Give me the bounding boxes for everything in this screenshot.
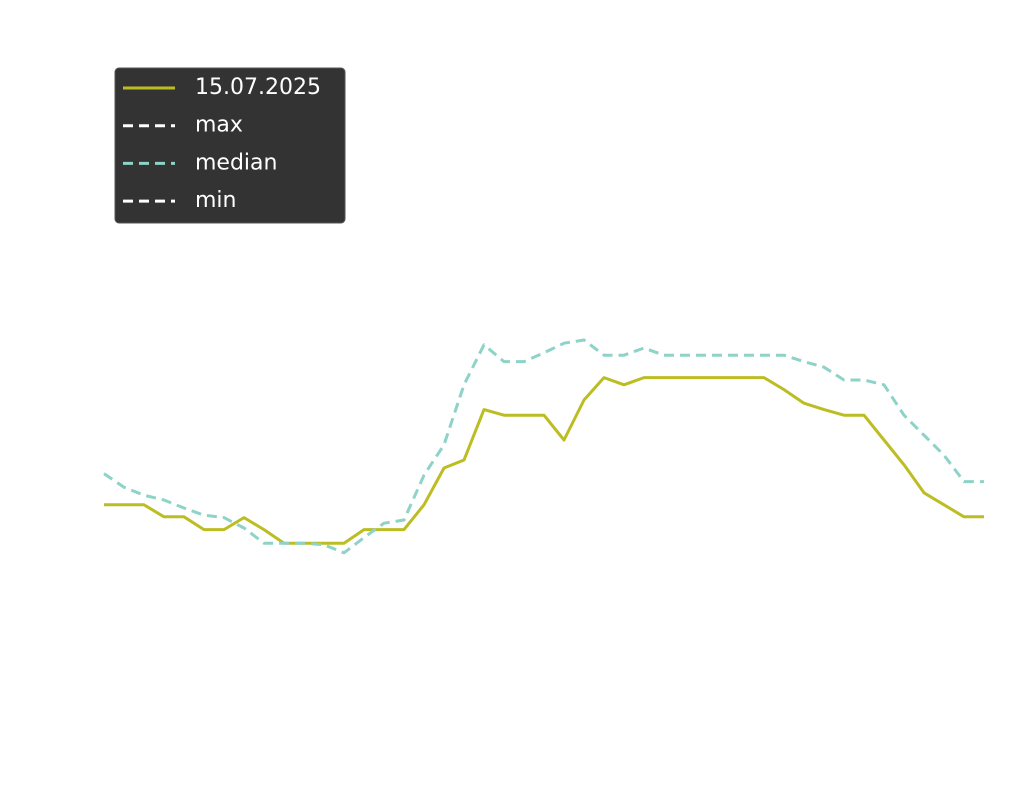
line: [104, 376, 984, 545]
legend-label: 15.07.2025: [195, 75, 321, 100]
line: [103, 338, 984, 555]
legend-label: max: [195, 113, 243, 138]
legend-label: median: [195, 150, 277, 175]
legend-label: min: [195, 188, 237, 213]
legend: 15.07.2025 max median min: [114, 67, 346, 224]
legend-box: [114, 67, 346, 224]
